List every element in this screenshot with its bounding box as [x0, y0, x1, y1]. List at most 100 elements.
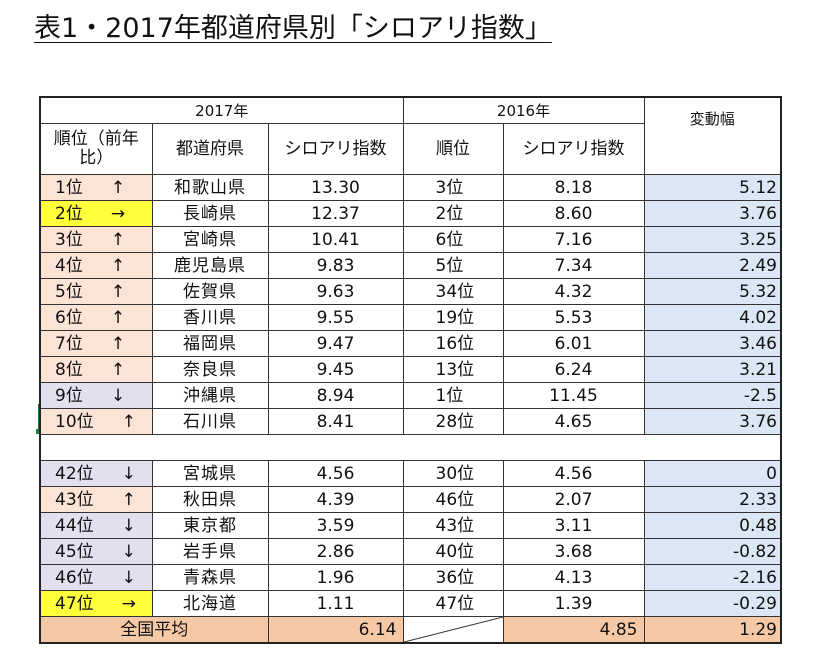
rank-cell: 42位 ↓ — [39, 460, 153, 487]
prefecture-cell: 鹿児島県 — [151, 252, 269, 279]
rank-cell: 10位 ↑ — [39, 408, 153, 435]
rank-cell: 3位 ↑ — [39, 226, 153, 253]
prefecture-cell: 佐賀県 — [151, 278, 269, 305]
average-index-2017: 6.14 — [267, 616, 404, 644]
index-2016-cell: 3.11 — [502, 512, 645, 539]
table-row: 7位 ↑ 福岡県 9.47 16位 6.01 3.46 — [39, 330, 782, 357]
rank-cell: 1位 ↑ — [39, 174, 153, 201]
rank-label: 47位 — [55, 593, 94, 614]
index-2016-cell: 8.60 — [502, 200, 645, 227]
index-2017-cell: 8.94 — [267, 382, 404, 409]
index-2017-cell: 9.63 — [267, 278, 404, 305]
index-2016-cell: 4.65 — [502, 408, 645, 435]
prefecture-cell: 青森県 — [151, 564, 269, 591]
empty-cell — [39, 434, 152, 461]
trend-arrow-icon: ↓ — [121, 463, 136, 484]
rank-label: 43位 — [55, 489, 94, 510]
rank-2016-cell: 19位 — [402, 304, 504, 331]
change-cell: 0 — [643, 460, 782, 487]
index-2016-cell: 4.13 — [502, 564, 645, 591]
index-2016-cell: 6.24 — [502, 356, 645, 383]
header-row-years: 2017年 2016年 変動幅 — [39, 96, 782, 175]
cell-fill-handle[interactable] — [36, 429, 41, 434]
header-2016: 2016年 — [402, 96, 645, 124]
prefecture-cell: 石川県 — [151, 408, 269, 435]
rank-label: 3位 — [55, 229, 83, 250]
change-cell: -0.29 — [643, 590, 782, 617]
rank-label: 6位 — [55, 307, 83, 328]
rank-2016-cell: 2位 — [402, 200, 504, 227]
change-cell: 3.21 — [643, 356, 782, 383]
index-2017-cell: 9.45 — [267, 356, 404, 383]
change-cell: -0.82 — [643, 538, 782, 565]
table-row: 1位 ↑ 和歌山県 13.30 3位 8.18 5.12 — [39, 174, 782, 201]
prefecture-cell: 香川県 — [151, 304, 269, 331]
diagonal-line — [404, 617, 502, 642]
index-2017-cell: 9.83 — [267, 252, 404, 279]
index-2017-cell: 9.55 — [267, 304, 404, 331]
average-index-2016: 4.85 — [502, 616, 645, 644]
header-prefecture: 都道府県 — [151, 123, 269, 175]
index-2016-cell: 7.16 — [502, 226, 645, 253]
table-row: 10位 ↑ 石川県 8.41 28位 4.65 3.76 — [39, 408, 782, 435]
rank-label: 5位 — [55, 281, 83, 302]
trend-arrow-icon: ↓ — [110, 385, 126, 406]
rank-2016-cell: 34位 — [402, 278, 504, 305]
rank-cell: 43位 ↑ — [39, 486, 153, 513]
index-2017-cell: 13.30 — [267, 174, 404, 201]
rank-label: 1位 — [55, 177, 83, 198]
trend-arrow-icon: ↑ — [110, 281, 126, 302]
trend-arrow-icon: → — [121, 593, 136, 614]
prefecture-cell: 奈良県 — [151, 356, 269, 383]
rank-cell: 7位 ↑ — [39, 330, 153, 357]
prefecture-cell: 岩手県 — [151, 538, 269, 565]
rank-label: 4位 — [55, 255, 83, 276]
trend-arrow-icon: ↑ — [110, 177, 126, 198]
table-row: 42位 ↓ 宮城県 4.56 30位 4.56 0 — [39, 460, 782, 487]
prefecture-cell: 宮崎県 — [151, 226, 269, 253]
index-2016-cell: 11.45 — [502, 382, 645, 409]
average-row: 全国平均 6.14 4.85 1.29 — [39, 616, 782, 644]
prefecture-cell: 宮城県 — [151, 460, 269, 487]
trend-arrow-icon: ↓ — [121, 541, 136, 562]
empty-cell — [268, 434, 403, 461]
rank-2016-cell: 6位 — [402, 226, 504, 253]
trend-arrow-icon: ↓ — [121, 515, 136, 536]
index-2016-cell: 4.56 — [502, 460, 645, 487]
table-row: 3位 ↑ 宮崎県 10.41 6位 7.16 3.25 — [39, 226, 782, 253]
index-2016-cell: 1.39 — [502, 590, 645, 617]
rank-cell: 44位 ↓ — [39, 512, 153, 539]
index-2016-cell: 4.32 — [502, 278, 645, 305]
header-index-2016: シロアリ指数 — [502, 123, 645, 175]
change-cell: 2.49 — [643, 252, 782, 279]
rank-cell: 2位 → — [39, 200, 153, 227]
index-2016-cell: 5.53 — [502, 304, 645, 331]
prefecture-cell: 和歌山県 — [151, 174, 269, 201]
table-row: 8位 ↑ 奈良県 9.45 13位 6.24 3.21 — [39, 356, 782, 383]
rank-2016-cell: 16位 — [402, 330, 504, 357]
table-row: 4位 ↑ 鹿児島県 9.83 5位 7.34 2.49 — [39, 252, 782, 279]
rank-2016-cell: 13位 — [402, 356, 504, 383]
table-row: 9位 ↓ 沖縄県 8.94 1位 11.45 -2.5 — [39, 382, 782, 409]
index-2016-cell: 6.01 — [502, 330, 645, 357]
prefecture-cell: 東京都 — [151, 512, 269, 539]
index-2017-cell: 4.39 — [267, 486, 404, 513]
index-2016-cell: 3.68 — [502, 538, 645, 565]
change-cell: 3.76 — [643, 408, 782, 435]
rank-cell: 8位 ↑ — [39, 356, 153, 383]
empty-cell — [644, 434, 782, 461]
change-cell: 4.02 — [643, 304, 782, 331]
rank-label: 2位 — [55, 203, 83, 224]
rank-cell: 6位 ↑ — [39, 304, 153, 331]
rank-label: 8位 — [55, 359, 83, 380]
change-cell: 2.33 — [643, 486, 782, 513]
rank-2016-cell: 1位 — [402, 382, 504, 409]
rank-label: 9位 — [55, 385, 83, 406]
rank-cell: 4位 ↑ — [39, 252, 153, 279]
rank-label: 42位 — [55, 463, 94, 484]
table-row: 46位 ↓ 青森県 1.96 36位 4.13 -2.16 — [39, 564, 782, 591]
header-change: 変動幅 — [643, 96, 782, 175]
rank-label: 10位 — [55, 411, 94, 432]
index-2016-cell: 8.18 — [502, 174, 645, 201]
change-cell: 3.46 — [643, 330, 782, 357]
